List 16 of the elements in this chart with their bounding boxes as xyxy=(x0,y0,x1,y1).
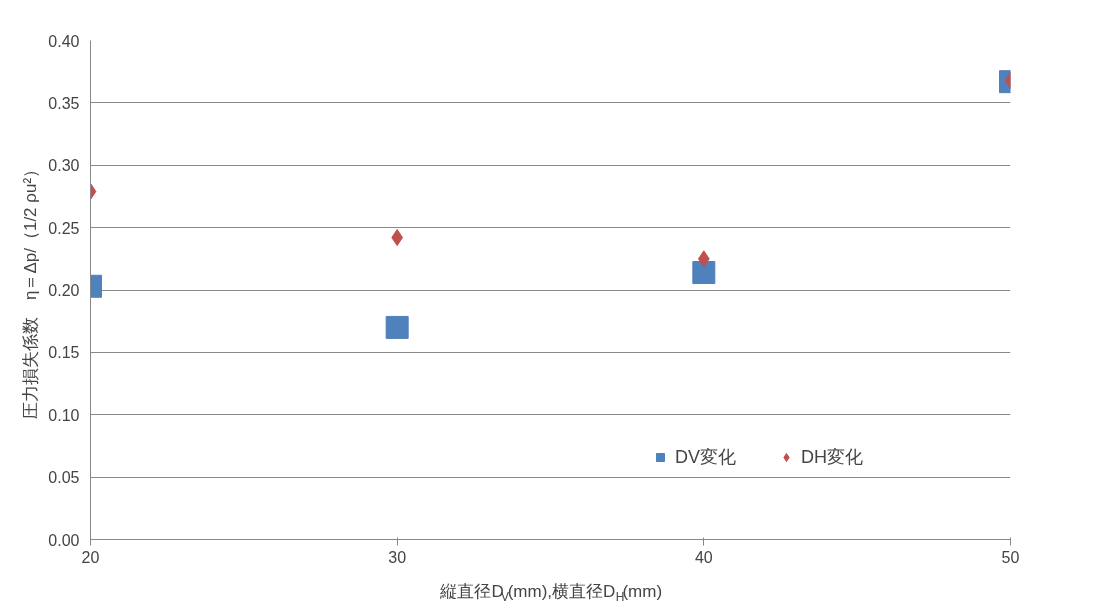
y-tick-label: 0.25 xyxy=(48,219,80,237)
x-tick-label: 30 xyxy=(388,548,407,566)
x-tick-label: 20 xyxy=(81,548,100,566)
x-tick-label: 40 xyxy=(694,548,713,566)
x-tick-label: 50 xyxy=(1001,548,1020,566)
y-tick-label: 0.15 xyxy=(48,344,80,362)
y-tick-label: 0.40 xyxy=(48,32,80,50)
y-tick-label: 0.05 xyxy=(48,469,80,487)
y-tick-label: 0.35 xyxy=(48,94,80,112)
legend-label: DV変化 xyxy=(675,446,737,469)
y-tick-label: 0.20 xyxy=(48,282,80,299)
y-axis-title: 圧力損失係数 η＝Δp/（1/2 ρu²） xyxy=(21,160,41,420)
y-tick-label: 0.00 xyxy=(48,531,80,549)
y-tick-label: 0.30 xyxy=(48,157,80,175)
legend-label: DH変化 xyxy=(801,446,864,469)
y-tick-label: 0.10 xyxy=(48,406,80,424)
